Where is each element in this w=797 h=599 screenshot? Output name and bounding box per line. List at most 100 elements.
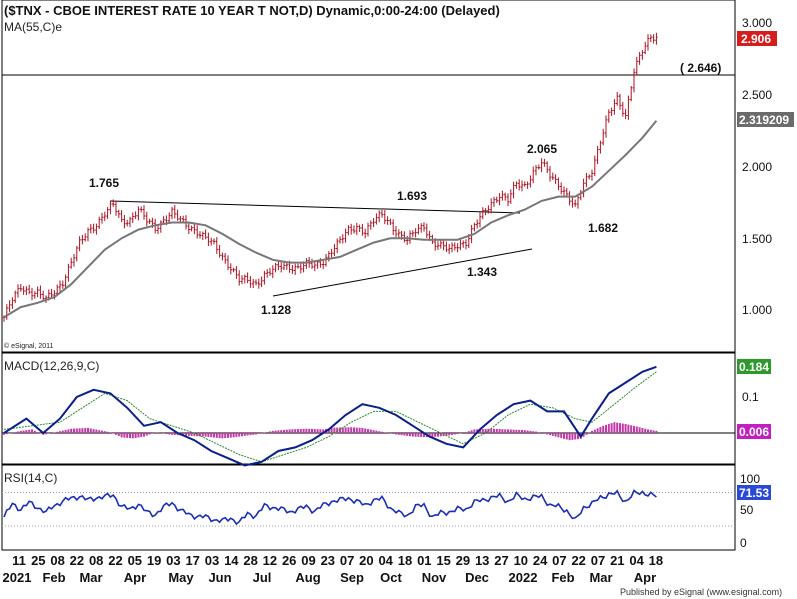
- price-bar: [232, 267, 235, 273]
- x-date-label: 04: [378, 553, 393, 568]
- price-bar: [263, 270, 266, 285]
- price-bar: [571, 196, 574, 208]
- price-bar: [212, 238, 216, 245]
- macd-line: [3, 365, 657, 467]
- price-bar: [249, 275, 252, 288]
- macd-panel: [1, 352, 736, 465]
- price-bar: [39, 285, 42, 299]
- price-bar: [16, 284, 20, 298]
- price-bar: [537, 164, 540, 170]
- price-bar: [476, 219, 479, 229]
- last-price-box: [737, 31, 777, 46]
- study-label: MA(55,C)e: [4, 20, 62, 34]
- price-bar: [442, 240, 445, 251]
- price-bar: [215, 237, 218, 254]
- price-bar: [540, 158, 543, 173]
- price-bar: [50, 288, 53, 299]
- x-date-label: 29: [456, 553, 470, 568]
- price-bar: [425, 223, 428, 239]
- x-month-label: Dec: [465, 570, 489, 585]
- price-bar: [478, 212, 482, 228]
- x-month-label: Aug: [295, 570, 320, 585]
- hist-value-box: [737, 424, 771, 439]
- price-bar: [366, 222, 370, 237]
- x-month-label: Mar: [589, 570, 612, 585]
- x-month-label: Jun: [208, 570, 231, 585]
- price-bar: [137, 206, 140, 221]
- ma-line: [3, 120, 658, 319]
- ma-value-box: [737, 112, 794, 127]
- price-bar: [103, 211, 106, 222]
- price-bar: [95, 223, 98, 235]
- price-bar: [254, 279, 258, 286]
- rsi-panel: [1, 464, 736, 551]
- y-tick-1000: 1.000: [742, 303, 772, 317]
- price-bar: [456, 243, 459, 253]
- price-bar: [417, 224, 420, 235]
- price-bar: [520, 180, 524, 192]
- rsi-value-box: [737, 485, 771, 500]
- x-date-label: 08: [89, 553, 103, 568]
- price-bar: [532, 166, 535, 184]
- price-bar: [369, 220, 372, 230]
- price-bar: [229, 263, 232, 275]
- price-bar: [607, 109, 610, 123]
- price-bar: [25, 286, 28, 296]
- annotation-2065: 2.065: [527, 142, 557, 156]
- price-bar: [526, 181, 529, 189]
- price-bar: [613, 99, 616, 115]
- x-date-label: 14: [224, 553, 239, 568]
- price-bar: [221, 252, 224, 261]
- hist-value: 0.006: [739, 425, 769, 439]
- price-bar: [109, 200, 112, 215]
- price-bars: [2, 32, 658, 322]
- price-bar: [61, 280, 64, 289]
- price-bar: [131, 212, 134, 224]
- price-bar: [22, 286, 25, 295]
- x-month-label: Oct: [380, 570, 402, 585]
- price-bar: [33, 291, 36, 299]
- y-tick-1500: 1.500: [742, 232, 772, 246]
- price-bar: [495, 196, 498, 204]
- price-bar: [380, 209, 384, 218]
- price-bar: [201, 231, 204, 240]
- price-bar: [523, 181, 526, 187]
- price-bar: [576, 195, 580, 209]
- price-bar: [218, 244, 221, 258]
- price-bar: [411, 230, 414, 237]
- price-bar: [224, 253, 227, 264]
- price-panel: [1, 0, 736, 353]
- x-month-label: Mar: [79, 570, 102, 585]
- price-bar: [554, 174, 557, 184]
- x-date-label: 13: [475, 553, 489, 568]
- price-bar: [361, 223, 364, 236]
- price-bar: [408, 230, 412, 244]
- price-bar: [204, 229, 207, 240]
- price-bar: [196, 225, 199, 239]
- x-date-label: 07: [591, 553, 605, 568]
- x-month-label: Apr: [124, 570, 146, 585]
- x-date-label: 05: [128, 553, 142, 568]
- price-bar: [159, 220, 162, 233]
- x-date-label: 03: [166, 553, 180, 568]
- price-bar: [28, 284, 31, 295]
- price-bar: [641, 49, 644, 60]
- price-bar: [67, 263, 70, 282]
- annotation-1128: 1.128: [261, 303, 291, 317]
- x-axis-months: 2021 Feb Mar Apr May Jun Jul Aug Sep Oct Nov Dec 202…: [3, 570, 657, 585]
- price-bar: [512, 181, 515, 199]
- price-bar: [341, 234, 344, 244]
- x-date-label: 25: [31, 553, 45, 568]
- price-bar: [574, 199, 577, 207]
- price-bar: [344, 228, 347, 243]
- price-bar: [282, 261, 286, 270]
- rsi-y-tick-0: 0: [740, 536, 747, 550]
- price-bar: [170, 206, 174, 220]
- x-date-label: 21: [610, 553, 624, 568]
- annotation-1682: 1.682: [588, 221, 618, 235]
- price-bar: [128, 216, 132, 228]
- price-bar: [310, 258, 314, 269]
- price-bar: [226, 255, 230, 271]
- price-bar: [490, 198, 493, 214]
